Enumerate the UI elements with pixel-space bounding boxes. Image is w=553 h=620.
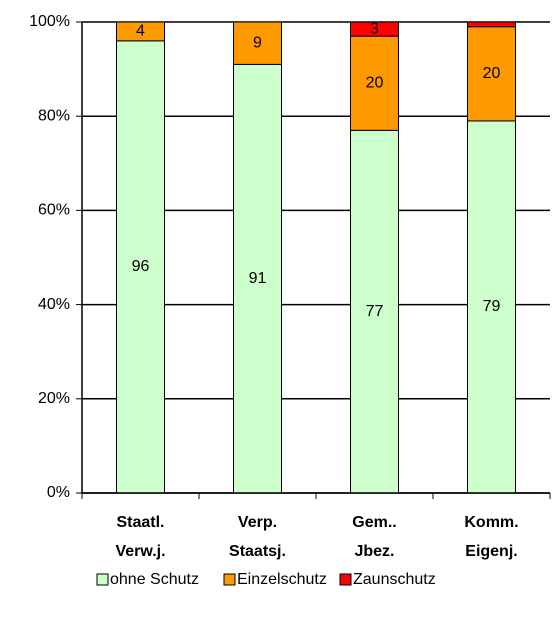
legend-swatch bbox=[339, 573, 352, 586]
legend-swatch bbox=[96, 573, 109, 586]
x-tick-label: Staatl. bbox=[116, 514, 164, 531]
y-tick-label: 40% bbox=[38, 296, 70, 313]
data-label: 91 bbox=[249, 270, 267, 287]
x-tick-label: Verp. bbox=[238, 514, 277, 531]
data-label: 79 bbox=[483, 298, 501, 315]
bar-segment bbox=[350, 129, 399, 494]
data-label: 9 bbox=[253, 34, 262, 51]
y-tick-label: 100% bbox=[29, 13, 70, 30]
legend-label: Zaunschutz bbox=[353, 571, 436, 588]
data-label: 4 bbox=[136, 23, 145, 40]
x-tick-label: Staatsj. bbox=[229, 543, 286, 560]
x-tick-label: Gem.. bbox=[352, 514, 396, 531]
x-tick-label: Komm. bbox=[464, 514, 518, 531]
bar-segment bbox=[467, 26, 516, 122]
bar-segment bbox=[350, 21, 399, 37]
x-tick-label: Jbez. bbox=[354, 543, 394, 560]
data-label: 96 bbox=[132, 258, 150, 275]
bar-segment bbox=[233, 21, 282, 65]
data-label: 20 bbox=[366, 74, 384, 91]
legend-label: Einzelschutz bbox=[237, 571, 327, 588]
y-tick-label: 60% bbox=[38, 202, 70, 219]
bar-segment bbox=[233, 63, 282, 494]
data-label: 3 bbox=[370, 20, 379, 37]
x-tick-label: Eigenj. bbox=[465, 543, 517, 560]
bar-segment bbox=[467, 120, 516, 494]
y-tick-label: 0% bbox=[47, 484, 70, 501]
bar-segment bbox=[116, 21, 165, 42]
y-tick-label: 20% bbox=[38, 390, 70, 407]
legend-label: ohne Schutz bbox=[110, 571, 199, 588]
data-label: 20 bbox=[483, 65, 501, 82]
legend-swatch bbox=[223, 573, 236, 586]
y-tick-label: 80% bbox=[38, 107, 70, 124]
bar-segment bbox=[350, 35, 399, 131]
bar-segment bbox=[116, 40, 165, 494]
bar-segment bbox=[467, 21, 516, 28]
data-label: 77 bbox=[366, 303, 384, 320]
x-tick-label: Verw.j. bbox=[115, 543, 165, 560]
